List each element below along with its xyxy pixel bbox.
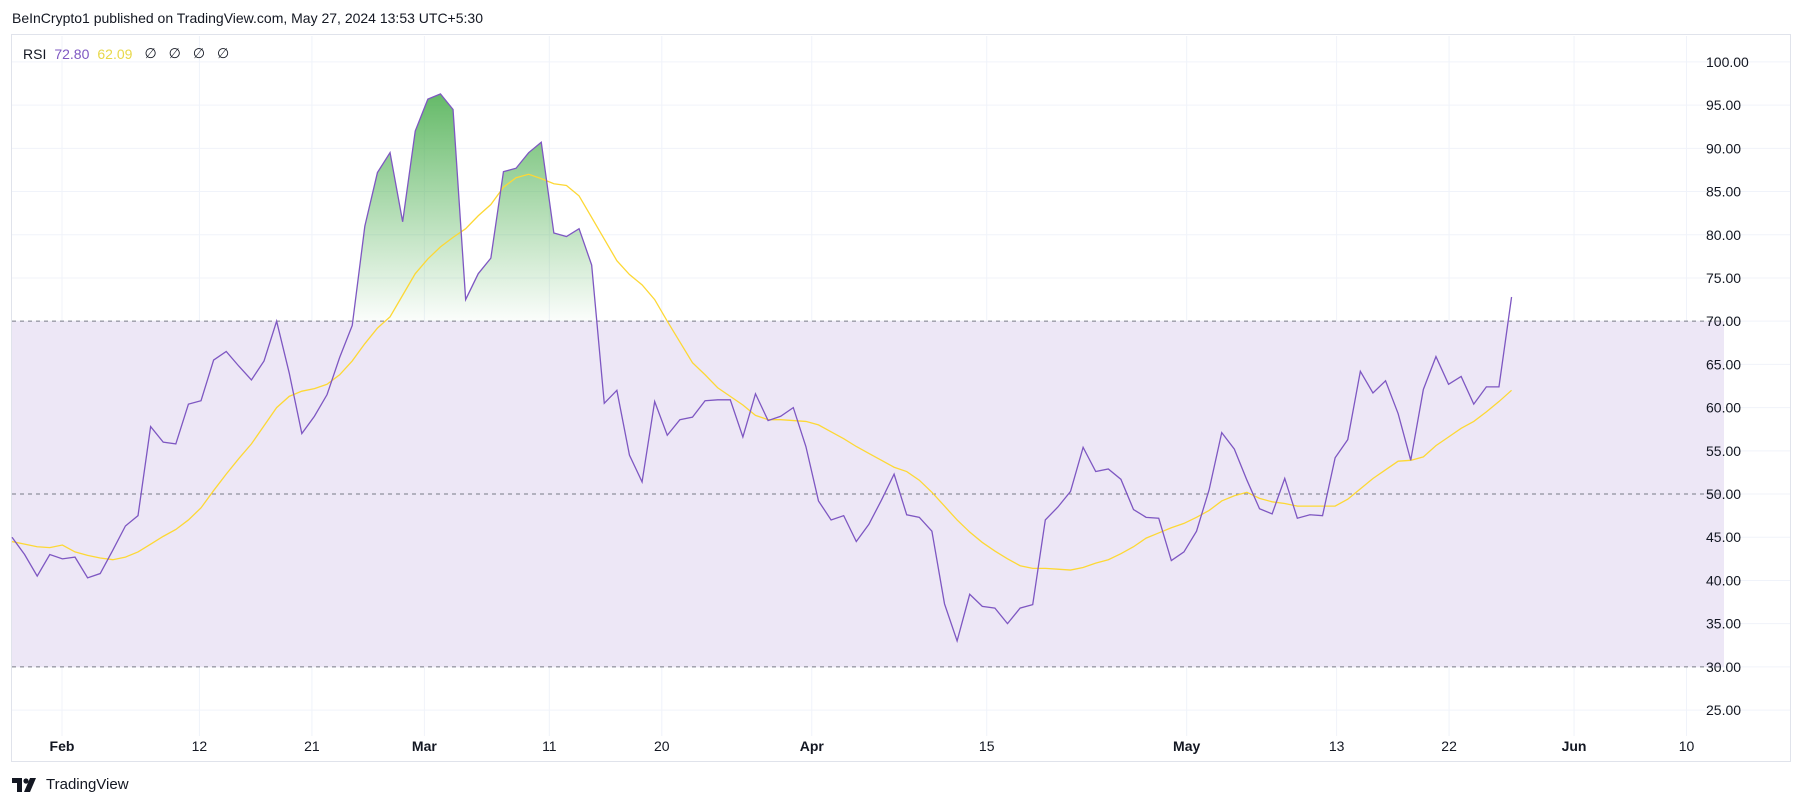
y-tick-label: 95.00 <box>1706 97 1741 113</box>
y-tick-label: 75.00 <box>1706 270 1741 286</box>
legend-rsi-value: 72.80 <box>54 45 90 62</box>
y-axis: 100.00 95.00 90.00 85.00 80.00 75.00 70.00 65.0… <box>1706 54 1749 718</box>
x-tick-label: 11 <box>542 738 557 754</box>
legend-empty-value: ∅ <box>144 45 157 61</box>
tradingview-logo-icon <box>12 777 36 792</box>
x-tick-label: 10 <box>1679 738 1695 754</box>
x-tick-label: Feb <box>50 738 75 754</box>
y-tick-label: 85.00 <box>1706 184 1741 200</box>
y-tick-label: 65.00 <box>1706 356 1741 372</box>
x-tick-label: 21 <box>304 738 320 754</box>
x-tick-label: 13 <box>1329 738 1345 754</box>
y-tick-label: 25.00 <box>1706 702 1741 718</box>
y-tick-label: 40.00 <box>1706 572 1741 588</box>
y-tick-label: 70.00 <box>1706 313 1741 329</box>
publish-info: BeInCrypto1 published on TradingView.com… <box>12 10 483 26</box>
x-tick-label: 20 <box>654 738 670 754</box>
y-tick-label: 30.00 <box>1706 659 1741 675</box>
x-tick-label: May <box>1173 738 1200 754</box>
rsi-ma-line <box>11 173 1512 571</box>
legend-empty-value: ∅ <box>192 45 206 61</box>
y-tick-label: 45.00 <box>1706 529 1741 545</box>
legend-empty-value: ∅ <box>217 45 230 61</box>
x-tick-label: 12 <box>192 738 208 754</box>
x-tick-label: 15 <box>979 738 995 754</box>
legend-indicator-name: RSI <box>23 45 47 62</box>
y-tick-label: 90.00 <box>1706 140 1741 156</box>
y-tick-label: 60.00 <box>1706 400 1741 416</box>
y-tick-label: 80.00 <box>1706 227 1741 243</box>
x-tick-label: Apr <box>800 738 825 754</box>
x-tick-label: Jun <box>1562 738 1587 754</box>
x-tick-label: Mar <box>412 738 437 754</box>
rsi-band <box>12 320 1724 668</box>
overbought-area <box>352 93 597 322</box>
x-axis: Feb 12 21 Mar 11 20 Apr 15 May 13 22 Jun 10 <box>50 738 1695 754</box>
x-tick-label: 22 <box>1441 738 1457 754</box>
y-tick-label: 100.00 <box>1706 54 1749 70</box>
legend-empty-value: ∅ <box>168 45 181 61</box>
y-tick-label: 50.00 <box>1706 486 1741 502</box>
tradingview-logo[interactable]: TradingView <box>12 776 129 793</box>
chart-frame <box>11 34 1791 762</box>
y-tick-label: 35.00 <box>1706 616 1741 632</box>
rsi-line <box>11 93 1513 644</box>
overbought-fill <box>352 93 597 322</box>
series-lines <box>11 93 1513 644</box>
tradingview-brand-text: TradingView <box>46 776 129 793</box>
legend-ma-value: 62.09 <box>97 45 133 62</box>
y-tick-label: 55.00 <box>1706 443 1741 459</box>
chart-legend: RSI 72.80 62.09 ∅ ∅ ∅ ∅ <box>23 45 229 62</box>
